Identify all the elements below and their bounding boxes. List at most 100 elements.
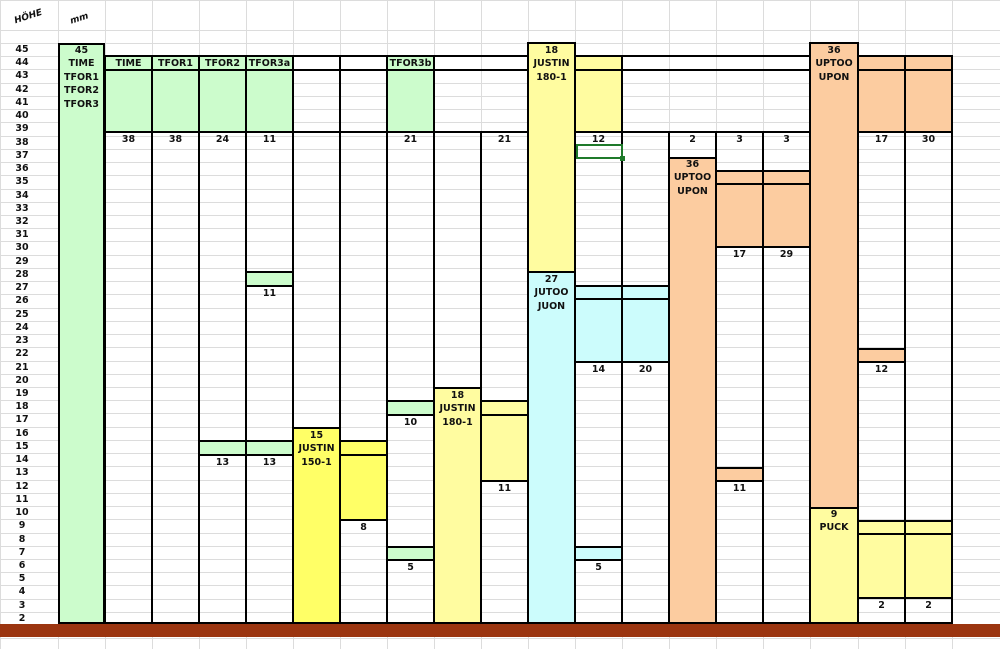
- block-jutoo[interactable]: [528, 272, 575, 624]
- row-label: 41: [15, 97, 29, 108]
- cell-value: 21: [497, 134, 512, 145]
- block-orange-small-12[interactable]: [716, 468, 763, 481]
- col-label-tfor2: TFOR2: [205, 58, 240, 69]
- cell-value: 38: [121, 134, 136, 145]
- row-label: 20: [15, 375, 29, 386]
- block-green-strip-14b[interactable]: [246, 441, 293, 454]
- row-label: 37: [15, 150, 29, 161]
- cell-value: 11: [732, 483, 747, 494]
- row-label: 9: [18, 520, 26, 531]
- block-orange-small-21[interactable]: [858, 349, 905, 362]
- row-label: 12: [15, 481, 29, 492]
- cell-value: 5: [407, 562, 414, 573]
- cell-value: 21: [403, 134, 418, 145]
- cell-value: 10: [403, 417, 418, 428]
- block-yellow-top-right[interactable]: [575, 56, 622, 133]
- block-uptoo-right[interactable]: [810, 43, 858, 508]
- row-label: 38: [15, 137, 29, 148]
- cell-value: 38: [168, 134, 183, 145]
- row-label: 36: [15, 163, 29, 174]
- cell-value: 17: [732, 249, 747, 260]
- cell-value: 12: [591, 134, 606, 145]
- row-label: 35: [15, 176, 29, 187]
- row-label: 42: [15, 84, 29, 95]
- row-label: 34: [15, 190, 29, 201]
- cell-value: 8: [360, 522, 367, 533]
- unit-column-header: mm: [68, 11, 90, 27]
- block-label: 18 JUSTIN 180-1: [533, 45, 570, 83]
- row-label: 28: [15, 269, 29, 280]
- selected-cell[interactable]: [576, 144, 623, 159]
- block-cyan-small[interactable]: [575, 547, 622, 560]
- row-label: 43: [15, 70, 29, 81]
- cell-value: 29: [779, 249, 794, 260]
- block-uptoo-mid[interactable]: [669, 158, 716, 624]
- row-label: 22: [15, 348, 29, 359]
- row-label: 31: [15, 229, 29, 240]
- cell-value: 2: [689, 134, 696, 145]
- block-green-strip-tfor3a[interactable]: [246, 272, 293, 286]
- block-green-strip-17[interactable]: [387, 401, 434, 415]
- row-label: 2: [18, 613, 26, 624]
- row-label: 33: [15, 203, 29, 214]
- row-label: 45: [15, 44, 29, 55]
- col-label-tfor3b: TFOR3b: [389, 58, 432, 69]
- row-label: 29: [15, 256, 29, 267]
- col-label-tfor3a: TFOR3a: [248, 58, 291, 69]
- block-label: 36 UPTOO UPON: [673, 159, 712, 197]
- cell-value: 11: [497, 483, 512, 494]
- row-label: 17: [15, 414, 29, 425]
- block-justin-150[interactable]: [293, 428, 340, 624]
- cell-value: 14: [591, 364, 606, 375]
- block-green-strip-14a[interactable]: [199, 441, 246, 454]
- cell-value: 17: [874, 134, 889, 145]
- height-column-header: HÖHE: [13, 7, 44, 27]
- row-label: 6: [18, 560, 26, 571]
- cell-value: 13: [215, 457, 230, 468]
- cell-value: 24: [215, 134, 230, 145]
- row-label: 10: [15, 507, 29, 518]
- cell-value: 2: [925, 600, 932, 611]
- row-label: 27: [15, 282, 29, 293]
- block-label: 9 PUCK: [819, 509, 849, 534]
- row-label: 18: [15, 401, 29, 412]
- cell-value: 5: [595, 562, 602, 573]
- row-label: 40: [15, 110, 29, 121]
- block-time[interactable]: [58, 43, 105, 624]
- block-justin-180-lower[interactable]: [434, 388, 481, 624]
- row-label: 7: [18, 547, 26, 558]
- block-orange-top-b[interactable]: [905, 56, 952, 133]
- block-label: 15 JUSTIN 150-1: [298, 430, 335, 468]
- cell-value: 30: [921, 134, 936, 145]
- cell-value: 20: [638, 364, 653, 375]
- row-label: 30: [15, 242, 29, 253]
- row-label: 24: [15, 322, 29, 333]
- cell-value: 11: [262, 134, 277, 145]
- row-label: 25: [15, 309, 29, 320]
- cell-value: 3: [736, 134, 743, 145]
- floor-bar: [0, 624, 1000, 637]
- block-justin-top[interactable]: [528, 43, 575, 272]
- row-label: 5: [18, 573, 26, 584]
- row-label: 23: [15, 335, 29, 346]
- block-green-strip-6[interactable]: [387, 547, 434, 560]
- row-label: 16: [15, 428, 29, 439]
- block-label: 45 TIME TFOR1 TFOR2 TFOR3: [64, 45, 99, 110]
- block-label: 18 JUSTIN 180-1: [439, 390, 476, 428]
- cell-value: 3: [783, 134, 790, 145]
- row-label: 14: [15, 454, 29, 465]
- block-orange-top-a[interactable]: [858, 56, 905, 133]
- row-label: 15: [15, 441, 29, 452]
- row-label: 11: [15, 494, 29, 505]
- col-label-time: TIME: [115, 58, 142, 69]
- block-puck[interactable]: [810, 508, 858, 624]
- cell-value: 11: [262, 288, 277, 299]
- cell-value: 2: [878, 600, 885, 611]
- row-label: 19: [15, 388, 29, 399]
- block-green-tfor3b[interactable]: [387, 56, 434, 133]
- block-label: 36 UPTOO UPON: [815, 45, 853, 83]
- row-label: 32: [15, 216, 29, 227]
- cell-value: 12: [874, 364, 889, 375]
- fill-handle[interactable]: [620, 156, 625, 161]
